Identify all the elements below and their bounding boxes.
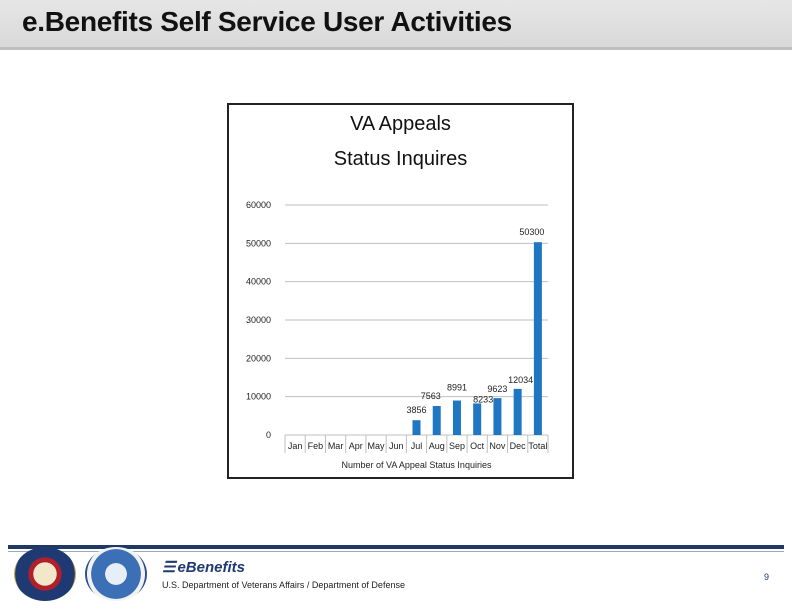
y-tick-label: 50000 (246, 238, 271, 248)
data-label: 8991 (447, 383, 467, 393)
bar (452, 400, 461, 435)
page-title: e.Benefits Self Service User Activities (22, 6, 512, 37)
x-tick-label: Dec (510, 441, 527, 451)
bar (533, 242, 542, 435)
footer-rule (8, 545, 784, 549)
x-tick-label: Aug (429, 441, 445, 451)
footer-rule-thin (8, 551, 784, 552)
brand-text: eBenefits (177, 559, 245, 576)
chart-title-line2: Status Inquires (333, 148, 468, 170)
y-tick-label: 40000 (246, 277, 271, 287)
page-number: 9 (764, 572, 770, 582)
va-seal-icon (14, 547, 76, 601)
agency-text: U.S. Department of Veterans Affairs / De… (162, 580, 405, 590)
chart-frame: VA Appeals Status Inquires 0 10000 20000 30… (227, 103, 574, 479)
data-label: 8233 (473, 394, 493, 404)
y-tick-label: 20000 (246, 353, 271, 363)
bar (513, 388, 522, 435)
x-tick-label: Mar (328, 441, 344, 451)
x-tick-label: Jun (389, 441, 404, 451)
y-tick-label: 0 (266, 430, 271, 440)
x-tick-label: Oct (470, 441, 485, 451)
x-tick-label: Feb (308, 441, 324, 451)
dod-seal-icon (85, 547, 147, 601)
ebenefits-logo: ☰ eBenefits (162, 558, 245, 576)
y-tick-label: 60000 (246, 200, 271, 210)
x-tick-label: Jan (288, 441, 303, 451)
x-tick-label: Jul (411, 441, 423, 451)
data-label: 50300 (519, 227, 544, 237)
x-tick-label: Sep (449, 441, 465, 451)
data-label: 12034 (508, 375, 533, 385)
flag-icon: ☰ (162, 559, 176, 576)
x-tick-label: May (368, 441, 386, 451)
bar (493, 398, 502, 435)
data-label: 3856 (406, 405, 426, 415)
x-tick-label: Total (528, 441, 547, 451)
bar (412, 420, 421, 435)
title-bar: e.Benefits Self Service User Activities (0, 0, 792, 50)
y-tick-label: 10000 (246, 392, 271, 402)
chart-title-line1: VA Appeals (350, 113, 451, 135)
bar-chart: 0 10000 20000 30000 40000 50000 60000 Jan Feb Mar… (246, 200, 549, 470)
data-label: 7563 (421, 391, 441, 401)
data-label: 9623 (487, 384, 507, 394)
x-tick-label: Apr (349, 441, 363, 451)
x-axis-title: Number of VA Appeal Status Inquiries (342, 460, 492, 470)
bar (473, 403, 482, 435)
x-tick-label: Nov (489, 441, 506, 451)
bar (432, 406, 441, 435)
y-tick-label: 30000 (246, 315, 271, 325)
